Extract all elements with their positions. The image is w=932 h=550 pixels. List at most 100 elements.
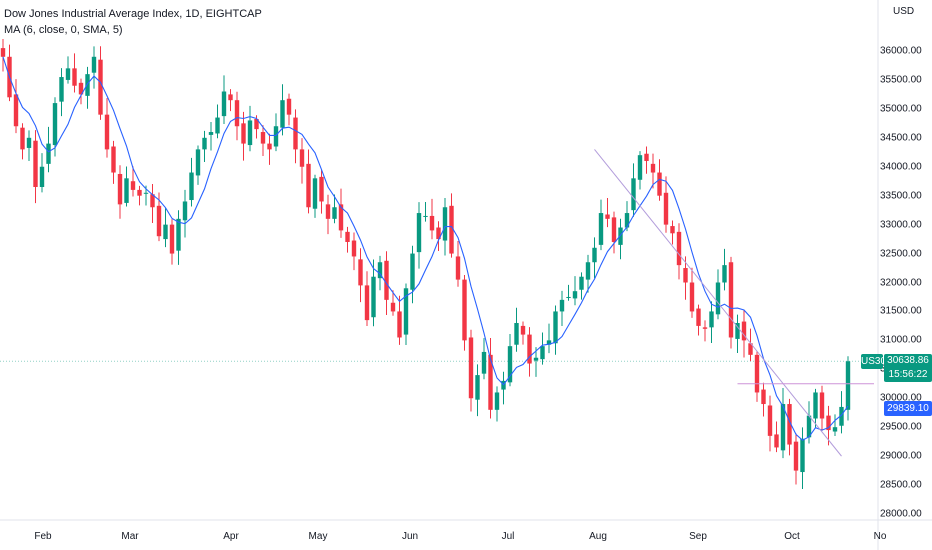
candle-down [748, 343, 753, 355]
candle-down [306, 163, 311, 208]
candle-down [130, 181, 136, 190]
candle-up [91, 56, 97, 73]
candle-down [286, 98, 292, 115]
price-tick-label: 29000.00 [880, 450, 922, 462]
candle-down [819, 392, 825, 419]
candle-up [806, 415, 812, 438]
candle-up [410, 253, 415, 290]
time-tick-label: Oct [784, 531, 800, 542]
candle-down [390, 302, 396, 312]
ma-line [2, 56, 849, 441]
time-tick-label: Jun [401, 531, 419, 542]
candle-down [650, 163, 656, 173]
candle-up [221, 91, 227, 117]
candle-up [566, 296, 571, 298]
candle-down [728, 262, 734, 338]
candle-up [26, 137, 32, 148]
candle-up [442, 207, 448, 241]
candle-up [46, 143, 51, 164]
price-tick-label: 28000.00 [880, 508, 922, 520]
candle-down [319, 176, 324, 202]
candle-up [143, 192, 149, 194]
candle-up [163, 224, 168, 240]
countdown-value: 15:56:22 [888, 369, 928, 380]
time-tick-label: Feb [34, 531, 52, 542]
time-tick-label: Mar [121, 531, 139, 542]
indicator-label[interactable]: MA (6, close, 0, SMA, 5) [4, 24, 123, 36]
candle-down [676, 231, 682, 266]
candle-up [65, 68, 71, 80]
candle-down [117, 173, 123, 205]
candle-down [696, 308, 701, 326]
candle-down [468, 337, 474, 399]
candle-down [104, 114, 110, 150]
price-tick-label: 32500.00 [880, 248, 922, 260]
price-tick-label: 31000.00 [880, 334, 922, 346]
candle-up [475, 375, 480, 400]
price-tick-label: 32000.00 [880, 277, 922, 288]
candle-up [722, 265, 727, 283]
price-tick-label: 33000.00 [880, 219, 922, 231]
candle-down [826, 415, 831, 431]
candle-up [832, 427, 838, 432]
candle-up [572, 291, 578, 299]
candle-up [39, 166, 45, 188]
candle-down [98, 59, 103, 115]
time-tick-label: No [873, 531, 887, 542]
candle-up [52, 103, 58, 146]
candle-up [592, 247, 597, 263]
candle-down [787, 404, 792, 445]
candle-down [20, 127, 25, 150]
last-price-value: 30638.86 [887, 355, 929, 366]
currency-label[interactable]: USD [893, 6, 915, 17]
candle-up [839, 406, 844, 426]
candle-up [423, 215, 428, 217]
candle-down [774, 434, 779, 448]
candle-up [481, 351, 487, 374]
candle-up [579, 276, 584, 290]
symbol-title[interactable]: Dow Jones Industrial Average Index, 1D, … [4, 8, 262, 20]
time-tick-label: Sep [689, 531, 707, 542]
candle-down [436, 227, 441, 240]
candle-down [293, 117, 298, 150]
candle-down [0, 48, 6, 57]
candle-up [533, 357, 539, 361]
candle-down [234, 100, 240, 127]
candle-down [351, 240, 357, 257]
candle-down [241, 123, 246, 144]
candle-down [358, 259, 363, 286]
candle-down [156, 205, 162, 237]
candle-up [585, 262, 591, 280]
candle-down [33, 140, 38, 188]
candle-up [540, 346, 545, 360]
candle-down [111, 146, 116, 173]
candle-up [624, 213, 630, 228]
candle-up [559, 299, 565, 312]
price-tick-label: 30000.00 [880, 392, 922, 404]
chart-legend: Dow Jones Industrial Average Index, 1D, … [4, 6, 262, 38]
symbol-badge: US30 [861, 354, 887, 369]
candle-down [644, 153, 649, 161]
price-tick-label: 34000.00 [880, 161, 922, 173]
candle-down [657, 172, 662, 196]
time-tick-label: Jul [501, 531, 515, 542]
candle-up [416, 213, 422, 253]
candle-up [845, 361, 851, 410]
candle-down [605, 214, 610, 219]
candle-down [397, 311, 402, 338]
candle-down [611, 217, 617, 242]
candle-down [455, 256, 461, 280]
candle-up [195, 149, 201, 176]
candle-up [371, 276, 376, 318]
time-tick-label: May [308, 531, 328, 542]
candle-down [384, 260, 389, 300]
candle-down [689, 282, 695, 312]
price-tick-label: 29500.00 [880, 421, 922, 433]
candle-down [793, 441, 799, 471]
candle-down [72, 68, 77, 86]
candle-up [514, 323, 519, 345]
candle-down [254, 119, 259, 130]
candle-up [124, 178, 129, 203]
candle-up [735, 323, 740, 339]
